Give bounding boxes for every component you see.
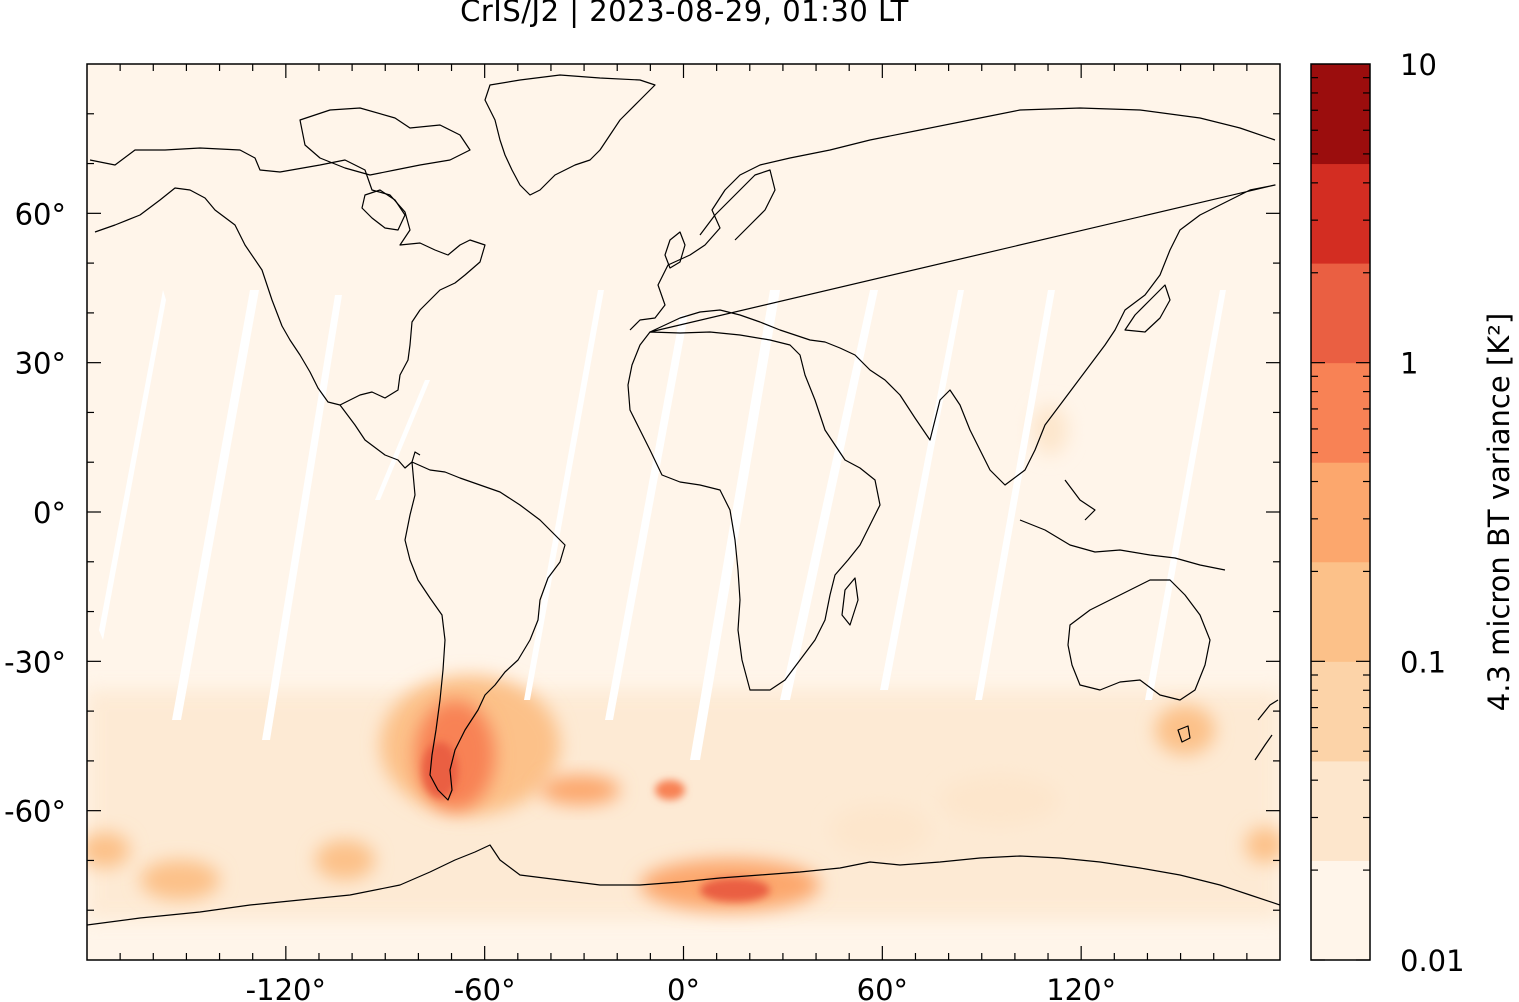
y-tick-label: -30° xyxy=(4,645,66,679)
coast-uk xyxy=(664,231,686,269)
colorbar-label: 4.3 micron BT variance [K²] xyxy=(1482,313,1516,711)
orbit-gaps xyxy=(99,290,1226,760)
coast-arctic-islands xyxy=(299,107,471,176)
coast-greenland xyxy=(484,74,656,196)
coast-madagascar xyxy=(841,577,859,626)
coast-australia xyxy=(1067,579,1211,701)
map-tick-labels: -120° -60° 0° 60° 120° 60° 30° 0° -30° -60° xyxy=(4,197,1116,1002)
colorbar-tick-label: 0.01 xyxy=(1400,944,1465,978)
colorbar-band xyxy=(1311,462,1370,563)
x-tick-label: 60° xyxy=(857,973,908,1002)
x-tick-label: -120° xyxy=(246,973,326,1002)
colorbar: 10 1 0.1 0.01 4.3 micron BT variance [K²] xyxy=(1310,48,1516,978)
y-tick-label: 60° xyxy=(15,197,66,231)
colorbar-band xyxy=(1311,163,1370,264)
colorbar-band xyxy=(1311,362,1370,463)
coast-hudson xyxy=(361,189,406,231)
x-tick-label: 120° xyxy=(1046,973,1116,1002)
coast-central-america xyxy=(339,404,421,469)
colorbar-band xyxy=(1311,64,1370,165)
x-tick-label: 0° xyxy=(667,973,700,1002)
y-tick-label: 30° xyxy=(15,347,66,381)
coast-south-america xyxy=(404,461,566,801)
coast-north-america xyxy=(89,147,486,406)
coast-antarctica xyxy=(87,844,1280,926)
colorbar-ticks xyxy=(1311,77,1370,961)
colorbar-band xyxy=(1311,860,1370,961)
colorbar-tick-label: 10 xyxy=(1400,48,1437,82)
coast-eurasia xyxy=(629,107,1276,486)
x-tick-label: -60° xyxy=(454,973,516,1002)
colorbar-tick-label: 0.1 xyxy=(1400,645,1446,679)
y-tick-label: -60° xyxy=(4,795,66,829)
colorbar-frame xyxy=(1310,63,1371,961)
colorbar-band xyxy=(1311,661,1370,762)
coast-tasmania xyxy=(1177,725,1191,743)
coastlines xyxy=(87,74,1280,926)
colorbar-tick-label: 1 xyxy=(1400,347,1418,381)
colorbar-tick-labels: 10 1 0.1 0.01 xyxy=(1400,48,1465,978)
colorbar-band xyxy=(1311,263,1370,364)
colorbar-band xyxy=(1311,760,1370,861)
map-ticks xyxy=(87,64,1280,960)
map-panel xyxy=(87,64,1280,960)
coast-indonesia xyxy=(1019,479,1226,571)
y-tick-label: 0° xyxy=(33,496,66,530)
coast-scandinavia xyxy=(699,169,776,241)
map-title: CrIS/J2 | 2023-08-29, 01:30 LT xyxy=(460,0,909,28)
coast-japan xyxy=(1124,284,1171,333)
colorbar-band xyxy=(1311,561,1370,662)
colorbar-bands xyxy=(1311,64,1370,961)
coast-africa xyxy=(627,331,881,691)
coast-new-zealand xyxy=(1254,699,1279,761)
